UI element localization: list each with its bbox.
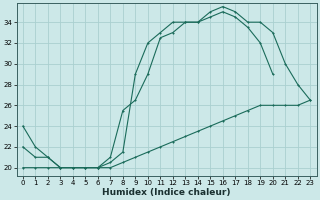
X-axis label: Humidex (Indice chaleur): Humidex (Indice chaleur): [102, 188, 231, 197]
